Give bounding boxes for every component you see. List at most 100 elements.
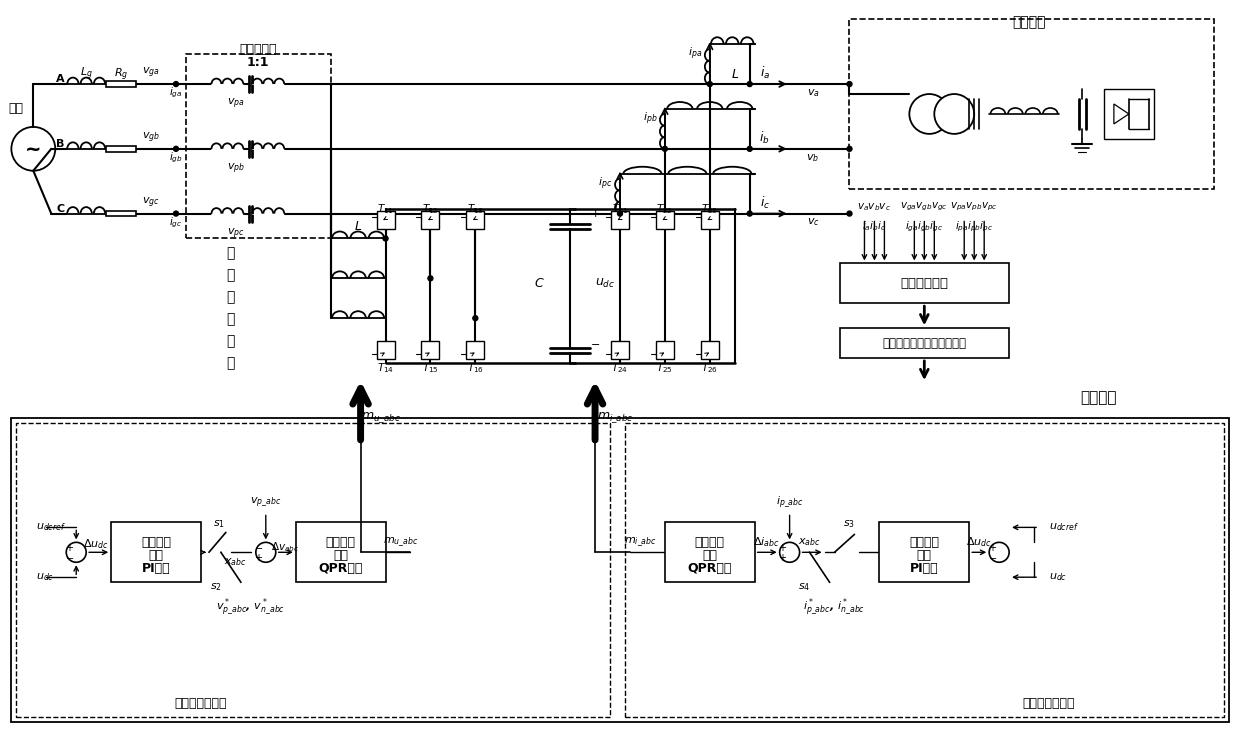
Circle shape <box>847 81 852 86</box>
Text: 内环: 内环 <box>334 549 348 561</box>
Text: $m_{u\_abc}$: $m_{u\_abc}$ <box>383 536 418 549</box>
Text: $-$: $-$ <box>64 552 74 562</box>
Text: $i_{pa}i_{pb}i_{pc}$: $i_{pa}i_{pb}i_{pc}$ <box>955 219 993 234</box>
Text: $T_{16}$: $T_{16}$ <box>466 361 484 375</box>
Text: $+$: $+$ <box>987 542 997 553</box>
Text: 扰: 扰 <box>227 246 236 260</box>
Circle shape <box>174 81 179 86</box>
Text: $+$: $+$ <box>779 552 787 563</box>
Text: $x_{abc}$: $x_{abc}$ <box>799 537 821 548</box>
Text: $-$: $-$ <box>254 542 263 552</box>
Text: $i_ai_bi_c$: $i_ai_bi_c$ <box>862 220 887 233</box>
Text: $v_{gc}$: $v_{gc}$ <box>143 196 160 210</box>
Text: $v_{ga}v_{gb}v_{gc}$: $v_{ga}v_{gb}v_{gc}$ <box>900 200 949 213</box>
Text: 单: 单 <box>227 334 236 348</box>
Text: $v_{pa}v_{pb}v_{pc}$: $v_{pa}v_{pb}v_{pc}$ <box>950 200 998 213</box>
Circle shape <box>428 276 433 281</box>
Text: $\Delta u_{dc}$: $\Delta u_{dc}$ <box>966 535 992 549</box>
Circle shape <box>383 236 388 241</box>
Text: $i_b$: $i_b$ <box>759 130 770 146</box>
Text: $T_{23}$: $T_{23}$ <box>702 202 718 216</box>
Text: $\Delta u_{dc}$: $\Delta u_{dc}$ <box>83 537 109 551</box>
Circle shape <box>472 316 477 320</box>
Text: 直流电压: 直流电压 <box>909 536 940 549</box>
Text: PI控制: PI控制 <box>141 561 170 575</box>
Text: $i_a$: $i_a$ <box>760 65 770 81</box>
Text: 信号处理单元: 信号处理单元 <box>900 277 949 290</box>
Bar <box>377 210 394 229</box>
Text: PI控制: PI控制 <box>910 561 939 575</box>
Bar <box>295 523 386 582</box>
Bar <box>611 210 629 229</box>
Circle shape <box>255 542 275 562</box>
Text: 控制单元: 控制单元 <box>1081 391 1117 405</box>
Bar <box>839 328 1009 358</box>
Bar <box>611 341 629 359</box>
Text: 外环: 外环 <box>916 549 931 561</box>
Bar <box>701 341 719 359</box>
Text: C: C <box>56 204 64 213</box>
Text: 耦合变压器: 耦合变压器 <box>239 43 277 56</box>
Text: $u_{dcref}$: $u_{dcref}$ <box>36 521 66 534</box>
Text: $i^*_{p\_abc}$, $i^*_{n\_abc}$: $i^*_{p\_abc}$, $i^*_{n\_abc}$ <box>804 597 866 618</box>
Circle shape <box>174 211 179 216</box>
Text: $\Delta v_{abc}$: $\Delta v_{abc}$ <box>270 540 299 554</box>
Bar <box>422 341 439 359</box>
Text: 元: 元 <box>227 356 236 370</box>
Text: $v_{p\_abc}$: $v_{p\_abc}$ <box>250 496 281 509</box>
Circle shape <box>66 542 87 562</box>
Bar <box>1104 89 1153 139</box>
Text: $u_{dc}$: $u_{dc}$ <box>595 277 615 290</box>
Text: 电网: 电网 <box>9 103 24 116</box>
Circle shape <box>990 542 1009 562</box>
Text: $T_{11}$: $T_{11}$ <box>377 202 394 216</box>
Circle shape <box>707 81 712 86</box>
Text: $s_4$: $s_4$ <box>799 581 811 593</box>
Text: $-$: $-$ <box>987 552 997 562</box>
Text: $+$: $+$ <box>779 542 787 553</box>
Text: $i_{ga}i_{gb}i_{gc}$: $i_{ga}i_{gb}i_{gc}$ <box>905 219 944 234</box>
Text: $v_av_bv_c$: $v_av_bv_c$ <box>857 201 892 213</box>
Text: $C$: $C$ <box>534 277 546 290</box>
Text: $T_{21}$: $T_{21}$ <box>611 202 629 216</box>
Text: 串联侧控制框图: 串联侧控制框图 <box>175 697 227 710</box>
Text: 宽频带阻抗计算与监控单元: 宽频带阻抗计算与监控单元 <box>883 336 966 350</box>
Text: $m_{u\_abc}$: $m_{u\_abc}$ <box>361 410 401 425</box>
Circle shape <box>780 542 800 562</box>
Text: $v_c$: $v_c$ <box>807 217 820 229</box>
Text: $s_3$: $s_3$ <box>843 518 856 530</box>
Text: 待测装备: 待测装备 <box>1012 15 1045 29</box>
Text: 并联侧控制框图: 并联侧控制框图 <box>1023 697 1075 710</box>
Text: $i_{gc}$: $i_{gc}$ <box>170 216 182 229</box>
Text: 入: 入 <box>227 312 236 326</box>
Text: $u_{dcref}$: $u_{dcref}$ <box>1049 521 1079 534</box>
Bar <box>107 146 136 152</box>
Text: $L$: $L$ <box>355 220 362 233</box>
Text: $s_2$: $s_2$ <box>210 581 222 593</box>
Text: $v_a$: $v_a$ <box>807 87 820 99</box>
Text: QPR控制: QPR控制 <box>688 561 732 575</box>
Text: $v_{pc}$: $v_{pc}$ <box>227 226 244 240</box>
Text: 交流电压: 交流电压 <box>326 536 356 549</box>
Text: $+$: $+$ <box>590 208 600 219</box>
Bar <box>656 210 673 229</box>
Bar <box>879 523 970 582</box>
Text: $T_{15}$: $T_{15}$ <box>422 361 439 375</box>
Text: $v_b$: $v_b$ <box>806 152 820 163</box>
Text: $R_g$: $R_g$ <box>114 67 128 84</box>
Text: $s_1$: $s_1$ <box>213 518 224 530</box>
Text: ~: ~ <box>25 139 42 158</box>
Text: $i_{pb}$: $i_{pb}$ <box>642 111 657 127</box>
Text: $m_{i\_abc}$: $m_{i\_abc}$ <box>624 536 656 549</box>
Text: $T_{14}$: $T_{14}$ <box>377 361 394 375</box>
Text: 外环: 外环 <box>149 549 164 561</box>
Circle shape <box>934 94 975 134</box>
Bar <box>16 423 610 717</box>
Bar <box>466 210 485 229</box>
Bar <box>112 523 201 582</box>
Text: A: A <box>56 74 64 84</box>
Text: $L_g$: $L_g$ <box>79 66 93 82</box>
Circle shape <box>847 211 852 216</box>
Text: $+$: $+$ <box>64 542 73 553</box>
Text: 内环: 内环 <box>702 549 717 561</box>
